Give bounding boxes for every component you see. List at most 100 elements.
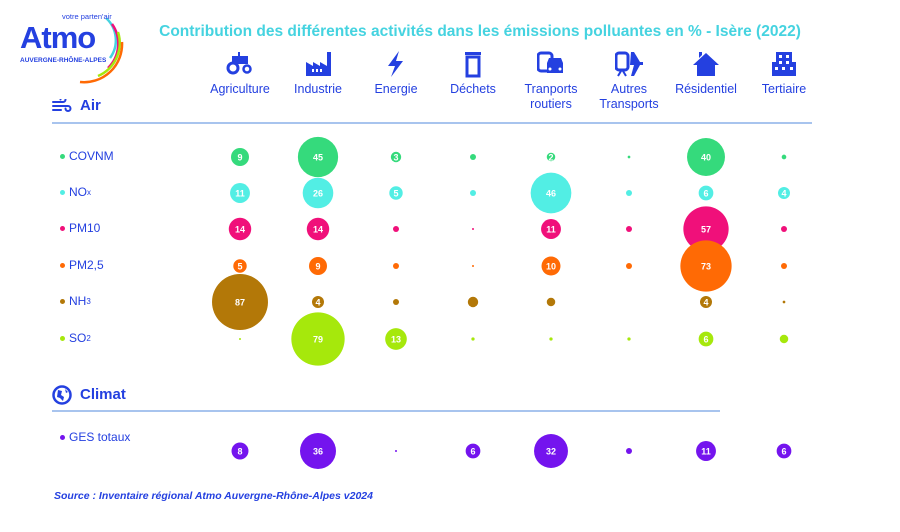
bubble-pm25-3 (472, 265, 474, 267)
series-name: SO (69, 331, 87, 345)
bubble-no-2 (389, 186, 403, 200)
row-label-gestotaux: GES totaux (60, 430, 130, 445)
data-label: 40 (701, 153, 711, 163)
bubble-covnm-4 (546, 152, 556, 162)
bubble-no-7 (778, 187, 790, 199)
legend-dot (60, 263, 65, 268)
bubble-gestotaux-7 (776, 443, 792, 459)
category-label-line2: Transports (599, 97, 659, 111)
logo-region: AUVERGNE-RHÔNE-ALPES (20, 57, 107, 64)
train-plane-icon (615, 51, 643, 77)
data-label: 6 (470, 447, 475, 457)
bubble-no-0 (230, 183, 250, 203)
legend-dot (60, 154, 65, 159)
bubble-pm10-0 (228, 217, 252, 241)
bubble-nh-7 (782, 300, 786, 304)
bubble-no-3 (470, 190, 476, 196)
series-name: NO (69, 185, 87, 199)
bubble-pm25-4 (541, 256, 561, 276)
bus-car-icon (537, 51, 563, 73)
data-label: 11 (701, 447, 711, 457)
globe-icon (52, 385, 72, 405)
bubble-gestotaux-6 (696, 441, 716, 461)
section-climat: Climat (52, 385, 126, 405)
category-agriculture: Agriculture (200, 50, 280, 97)
data-label: 87 (235, 298, 245, 308)
bubble-covnm-5 (627, 155, 631, 159)
data-label: 26 (313, 189, 323, 199)
bubble-pm10-2 (393, 226, 399, 232)
data-label: 73 (701, 262, 711, 272)
category-label: Résidentiel (675, 82, 737, 96)
lightning-icon (388, 51, 403, 77)
legend-dot (60, 190, 65, 195)
series-name: NH (69, 294, 87, 308)
data-label: 2 (548, 153, 553, 163)
data-label: 5 (393, 189, 398, 199)
trash-icon (465, 52, 481, 78)
category-label: Tranports (524, 82, 578, 96)
category-label: Energie (374, 82, 418, 96)
bubble-pm25-6 (680, 240, 732, 292)
series-subscript: 3 (86, 297, 91, 306)
bubble-so-2 (385, 328, 407, 350)
data-label: 11 (546, 225, 556, 235)
bubble-pm10-5 (626, 226, 632, 232)
data-label: 36 (313, 447, 323, 457)
category-label: Tertiaire (761, 82, 807, 96)
bubble-gestotaux-5 (626, 448, 632, 454)
bubble-so-4 (549, 337, 553, 341)
category-autres: Autres Transports (589, 50, 669, 112)
row-label-so: SO 2 (60, 331, 91, 346)
category-label: Agriculture (210, 82, 270, 96)
bubble-gestotaux-0 (231, 442, 249, 460)
data-label: 14 (235, 225, 245, 235)
bubble-pm25-2 (393, 263, 399, 269)
bubble-nh-3 (467, 296, 479, 308)
atmo-logo: votre parten'air Atmo AUVERGNE-RHÔNE-ALP… (18, 12, 133, 84)
data-label: 45 (313, 153, 323, 163)
category-tranports: Tranports routiers (511, 50, 591, 112)
series-name: COVNM (69, 149, 114, 163)
logo-name: Atmo (20, 20, 96, 55)
series-name: GES totaux (69, 430, 131, 444)
bubble-gestotaux-4 (534, 434, 568, 468)
house-icon (693, 52, 719, 76)
data-label: 4 (703, 298, 708, 308)
bubble-pm25-5 (626, 263, 632, 269)
bubble-gestotaux-3 (465, 443, 481, 459)
legend-dot (60, 435, 65, 440)
bubble-pm25-7 (781, 263, 787, 269)
data-label: 8 (237, 447, 242, 457)
data-label: 46 (546, 189, 556, 199)
section-air: Air (52, 97, 101, 115)
row-label-pm10: PM10 (60, 221, 100, 236)
bubble-pm25-1 (309, 257, 327, 275)
legend-dot (60, 299, 65, 304)
factory-icon (306, 52, 331, 76)
data-label: 9 (315, 262, 320, 272)
data-label: 32 (546, 447, 556, 457)
bubble-gestotaux-2 (395, 450, 397, 452)
bubble-gestotaux-1 (300, 433, 336, 469)
row-label-nh: NH 3 (60, 294, 91, 309)
data-label: 13 (391, 335, 401, 345)
series-name: PM2,5 (69, 258, 104, 272)
data-label: 14 (313, 225, 323, 235)
series-subscript: x (87, 188, 91, 197)
bubble-nh-4 (546, 297, 556, 307)
bubble-nh-2 (393, 299, 399, 305)
bubble-no-6 (698, 185, 714, 201)
bubble-pm10-1 (306, 217, 330, 241)
data-label: 3 (393, 153, 398, 163)
data-label: 9 (237, 153, 242, 163)
bubble-pm10-6 (683, 206, 729, 252)
legend-dot (60, 226, 65, 231)
data-label: 6 (703, 189, 708, 199)
data-label: 6 (703, 335, 708, 345)
series-subscript: 2 (86, 334, 91, 343)
category-label: Autres (610, 82, 648, 96)
data-label: 4 (781, 189, 786, 199)
category-tertiaire: Tertiaire (744, 50, 824, 97)
bubble-nh-1 (312, 296, 324, 308)
